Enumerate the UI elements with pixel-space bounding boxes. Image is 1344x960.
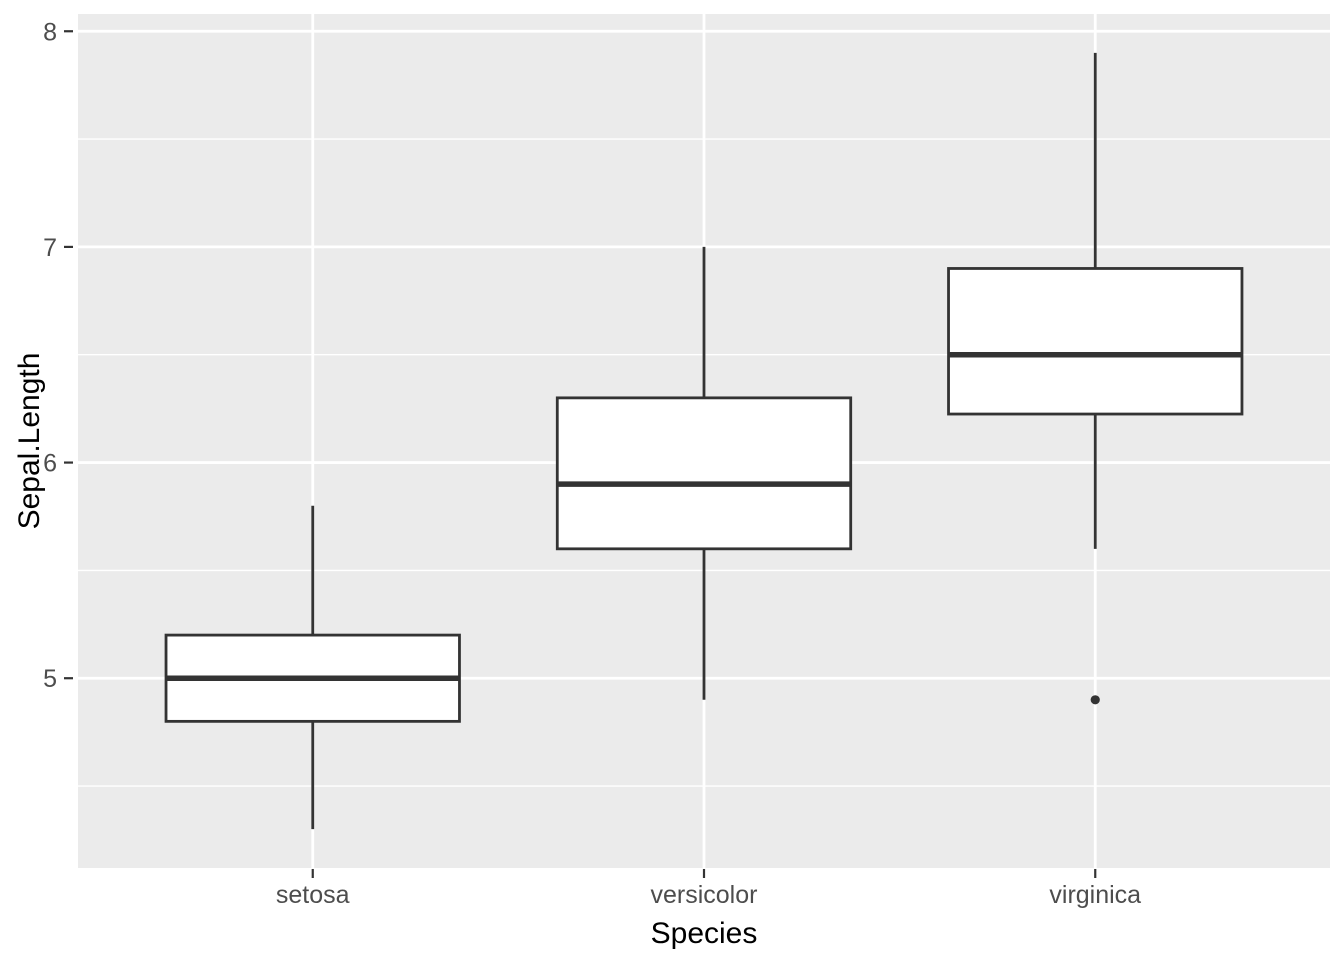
y-axis-title: Sepal.Length: [13, 353, 46, 530]
y-tick-label-8: 8: [43, 18, 57, 46]
axes: 5 6 7 8 setosa versicolor virginica: [43, 18, 1141, 909]
boxplot-box-virginica: [947, 267, 1244, 416]
x-tick-label-versicolor: versicolor: [651, 881, 758, 909]
boxplots: [164, 52, 1244, 830]
y-tick-label-7: 7: [43, 234, 57, 262]
boxplot-box-versicolor: [555, 396, 853, 551]
x-tick-label-virginica: virginica: [1049, 881, 1141, 909]
x-tick-label-setosa: setosa: [276, 881, 350, 909]
x-axis-title: Species: [651, 917, 758, 950]
outlier-point-virginica: [1090, 695, 1100, 705]
y-tick-label-6: 6: [43, 450, 57, 478]
y-tick-label-5: 5: [43, 665, 57, 693]
